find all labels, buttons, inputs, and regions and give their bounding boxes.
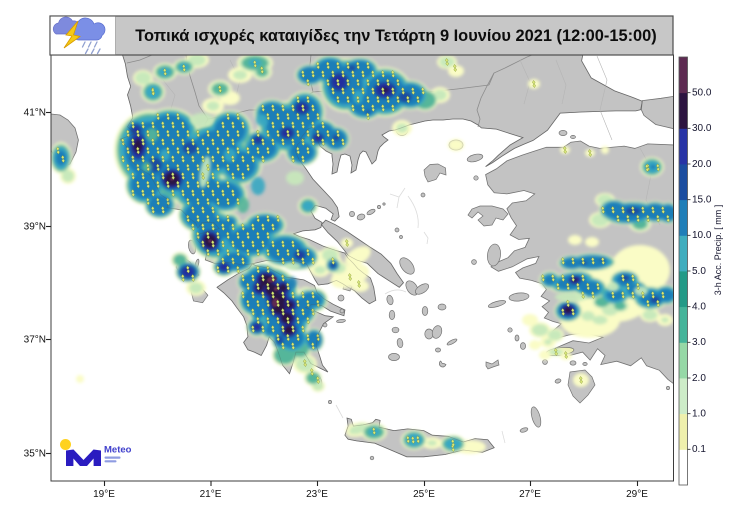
svg-text:2.0: 2.0: [692, 373, 706, 384]
svg-text:10.0: 10.0: [692, 230, 712, 241]
svg-text:39°N: 39°N: [24, 222, 46, 233]
svg-text:Meteo: Meteo: [104, 445, 132, 456]
svg-text:41°N: 41°N: [24, 108, 46, 119]
svg-text:3-h Acc. Precip. [ mm ]: 3-h Acc. Precip. [ mm ]: [713, 205, 723, 296]
svg-text:0.1: 0.1: [692, 444, 706, 455]
svg-text:3.0: 3.0: [692, 337, 706, 348]
svg-text:35°N: 35°N: [24, 449, 46, 460]
svg-text:27°E: 27°E: [519, 489, 541, 500]
svg-text:5.0: 5.0: [692, 266, 706, 277]
svg-text:1.0: 1.0: [692, 409, 706, 420]
svg-text:50.0: 50.0: [692, 88, 712, 99]
svg-text:21°E: 21°E: [200, 489, 222, 500]
svg-text:20.0: 20.0: [692, 159, 712, 170]
svg-text:30.0: 30.0: [692, 123, 712, 134]
svg-text:29°E: 29°E: [626, 489, 648, 500]
svg-text:15.0: 15.0: [692, 195, 712, 206]
svg-text:23°E: 23°E: [306, 489, 328, 500]
svg-text:37°N: 37°N: [24, 335, 46, 346]
svg-text:Τοπικά ισχυρές καταιγίδες την: Τοπικά ισχυρές καταιγίδες την Τετάρτη 9 …: [135, 27, 657, 45]
svg-text:25°E: 25°E: [413, 489, 435, 500]
svg-text:19°E: 19°E: [93, 489, 115, 500]
svg-text:4.0: 4.0: [692, 302, 706, 313]
